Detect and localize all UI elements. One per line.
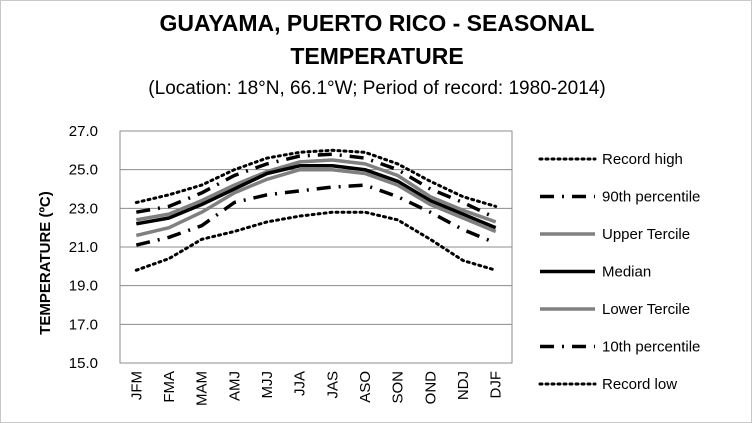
legend-label: Record high	[602, 151, 683, 168]
chart-subtitle: (Location: 18°N, 66.1°W; Period of recor…	[148, 78, 606, 99]
x-tick-label: OND	[422, 371, 439, 405]
series-line-lower-tercile	[135, 167, 497, 238]
series-line-upper-tercile	[135, 158, 497, 224]
legend-label: Upper Tercile	[602, 226, 690, 243]
series-lines	[134, 148, 498, 272]
x-tick-label: AMJ	[226, 371, 243, 401]
y-tick-label: 15.0	[69, 355, 98, 372]
x-tick-label: DJF	[488, 371, 505, 399]
legend-label: 10th percentile	[602, 339, 700, 356]
legend: Record high 90th percentile Upper Tercile M…	[538, 151, 700, 393]
y-tick-label: 19.0	[69, 278, 98, 295]
chart-title-line-1: GUAYAMA, PUERTO RICO - SEASONAL	[159, 10, 595, 36]
legend-label: Median	[602, 264, 651, 281]
x-tick-label: MAM	[194, 371, 211, 406]
x-tick-label: SON	[390, 371, 407, 404]
y-tick-label: 17.0	[69, 316, 98, 333]
x-tick-label: FMA	[161, 371, 178, 403]
plot-area-border	[119, 130, 513, 364]
series-line-record-high	[134, 148, 498, 208]
x-tick-label: MJJ	[259, 371, 276, 399]
x-tick-label: JAS	[324, 371, 341, 399]
x-tick-label: JFM	[128, 371, 145, 400]
y-tick-label: 21.0	[69, 239, 98, 256]
y-tick-labels: 15.0 17.0 19.0 21.0 23.0 25.0 27.0	[69, 123, 98, 372]
series-line-median	[135, 164, 497, 230]
x-tick-labels: JFM FMA MAM AMJ MJJ JJA JAS ASO SON OND NDJ DJF	[128, 371, 504, 406]
y-axis-title: TEMPERATURE (ºC)	[37, 191, 54, 335]
x-tick-label: ASO	[357, 371, 374, 403]
legend-label: Record low	[602, 376, 677, 393]
chart-title-line-2: TEMPERATURE	[290, 43, 464, 69]
series-line-record-low	[134, 210, 498, 272]
y-tick-label: 27.0	[69, 123, 98, 140]
x-tick-label: NDJ	[455, 371, 472, 400]
legend-label: Lower Tercile	[602, 301, 690, 318]
legend-label: 90th percentile	[602, 189, 700, 206]
y-tick-label: 23.0	[69, 200, 98, 217]
x-tick-label: JJA	[292, 371, 309, 396]
y-tick-label: 25.0	[69, 162, 98, 179]
